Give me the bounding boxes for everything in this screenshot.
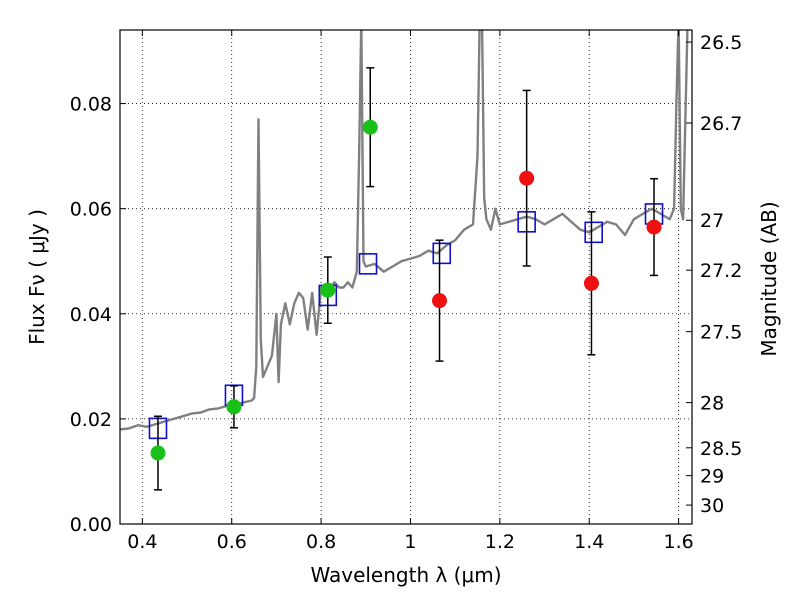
right-axis-title: Magnitude (AB): [757, 201, 781, 356]
model-point: [432, 242, 452, 265]
y-tick-label: 0.06: [70, 199, 112, 221]
observed-marker: [320, 282, 336, 298]
model-point: [584, 221, 603, 244]
right-tick-label: 29: [700, 466, 724, 488]
right-tick-label: 27: [700, 210, 724, 232]
axis-ticks: [120, 30, 692, 525]
tick-labels: 0.4 0.6 0.8 1 1.2 1.4 1.6 0.00 0.02 0.04 0.06 0.08 2…: [70, 32, 743, 553]
observed-point: [519, 89, 535, 267]
observed-point: [583, 211, 599, 356]
y-tick-label: 0.00: [70, 514, 112, 536]
right-tick-label: 26.5: [700, 32, 742, 54]
model-points-layer: [148, 203, 664, 440]
x-tick-label: 0.6: [217, 531, 247, 553]
y-axis-title: Flux Fν ( μJy ): [25, 209, 49, 345]
observed-marker: [583, 275, 599, 291]
observed-point: [320, 256, 336, 324]
observed-marker: [432, 293, 448, 309]
spectrum-layer: [120, 30, 689, 431]
observed-point: [362, 67, 378, 188]
y-tick-label: 0.08: [70, 94, 112, 116]
observed-marker: [150, 445, 166, 461]
observed-point: [150, 415, 166, 491]
x-tick-label: 1: [404, 531, 416, 553]
right-tick-label: 26.7: [700, 113, 742, 135]
y-tick-label: 0.04: [70, 304, 112, 326]
x-tick-label: 1.4: [574, 531, 604, 553]
right-tick-label: 27.5: [700, 322, 742, 344]
observed-marker: [362, 119, 378, 135]
x-tick-label: 1.2: [485, 531, 515, 553]
right-tick-label: 28.5: [700, 438, 742, 460]
right-tick-label: 28: [700, 393, 724, 415]
x-tick-label: 0.8: [306, 531, 336, 553]
observed-point: [646, 177, 662, 277]
y-tick-label: 0.02: [70, 409, 112, 431]
x-tick-label: 1.6: [663, 531, 693, 553]
plot-frame: [119, 29, 693, 525]
observed-marker: [519, 170, 535, 186]
observed-marker: [226, 399, 242, 415]
x-tick-label: 0.4: [127, 531, 157, 553]
observed-point: [226, 385, 242, 429]
observed-marker: [646, 219, 662, 235]
right-tick-label: 30: [700, 495, 724, 517]
x-axis-title: Wavelength λ (μm): [310, 563, 501, 587]
observed-points-layer: [150, 67, 662, 491]
spectrum-line: [120, 30, 689, 431]
grid-lines: [120, 30, 692, 524]
observed-point: [432, 239, 448, 362]
right-tick-label: 27.2: [700, 260, 742, 282]
model-point: [358, 253, 378, 275]
